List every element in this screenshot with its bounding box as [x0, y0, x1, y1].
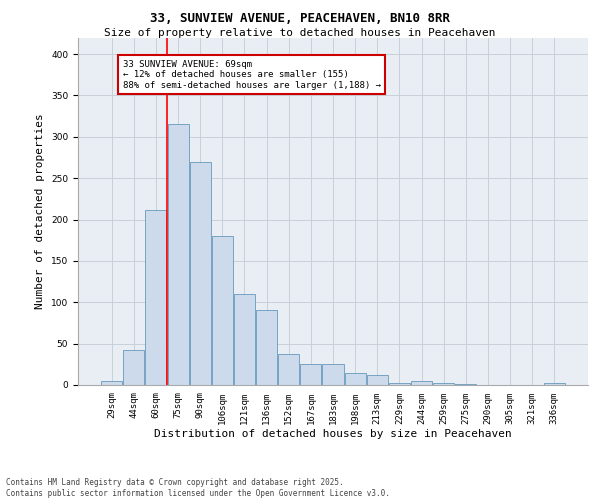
Bar [278, 354, 299, 385]
Text: Contains HM Land Registry data © Crown copyright and database right 2025.
Contai: Contains HM Land Registry data © Crown c… [6, 478, 390, 498]
Bar [433, 384, 454, 385]
Text: 33 SUNVIEW AVENUE: 69sqm
← 12% of detached houses are smaller (155)
88% of semi-: 33 SUNVIEW AVENUE: 69sqm ← 12% of detach… [123, 60, 381, 90]
Bar [344, 372, 365, 385]
Bar [124, 350, 145, 385]
Text: Size of property relative to detached houses in Peacehaven: Size of property relative to detached ho… [104, 28, 496, 38]
Bar [167, 124, 188, 385]
Y-axis label: Number of detached properties: Number of detached properties [35, 114, 46, 309]
Bar [455, 384, 476, 385]
Bar [411, 381, 432, 385]
Bar [190, 162, 211, 385]
Bar [234, 294, 255, 385]
Text: 33, SUNVIEW AVENUE, PEACEHAVEN, BN10 8RR: 33, SUNVIEW AVENUE, PEACEHAVEN, BN10 8RR [150, 12, 450, 26]
Bar [101, 381, 122, 385]
Bar [389, 384, 410, 385]
Bar [145, 210, 166, 385]
Bar [544, 382, 565, 385]
Bar [322, 364, 344, 385]
Bar [367, 375, 388, 385]
Bar [256, 310, 277, 385]
Bar [301, 364, 322, 385]
Bar [212, 236, 233, 385]
X-axis label: Distribution of detached houses by size in Peacehaven: Distribution of detached houses by size … [154, 429, 512, 439]
